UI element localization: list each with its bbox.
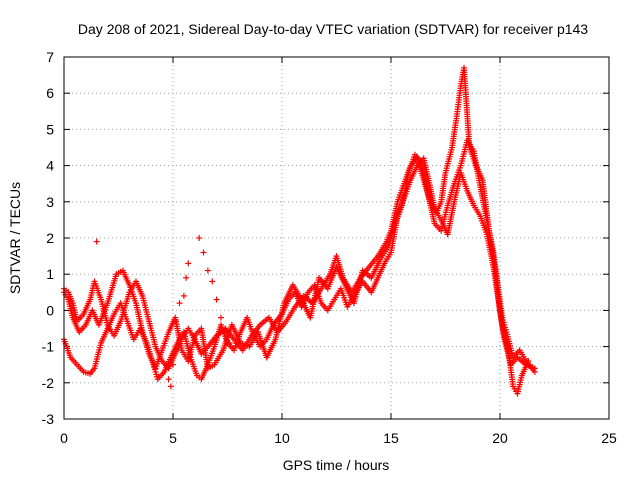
y-tick-label: -2 [42,375,55,391]
x-tick-label: 0 [60,430,68,446]
y-tick-label: 1 [46,266,54,282]
axis-layer: 0 5 10 15 20 25 -3 -2 -1 0 1 2 3 4 5 6 7 [42,49,617,446]
y-tick-label: -3 [42,411,55,427]
y-tick-label: 7 [46,49,54,65]
x-tick-label: 25 [601,430,617,446]
y-tick-label: 0 [46,302,54,318]
y-tick-label: 2 [46,230,54,246]
y-tick-label: 6 [46,85,54,101]
y-tick-label: 5 [46,121,54,137]
y-tick-label: 3 [46,194,54,210]
chart-title: Day 208 of 2021, Sidereal Day-to-day VTE… [78,21,588,37]
x-tick-label: 5 [169,430,177,446]
y-tick-label: -1 [42,339,55,355]
x-tick-label: 15 [383,430,399,446]
x-tick-label: 20 [492,430,508,446]
y-tick-label: 4 [46,158,54,174]
x-tick-label: 10 [274,430,290,446]
